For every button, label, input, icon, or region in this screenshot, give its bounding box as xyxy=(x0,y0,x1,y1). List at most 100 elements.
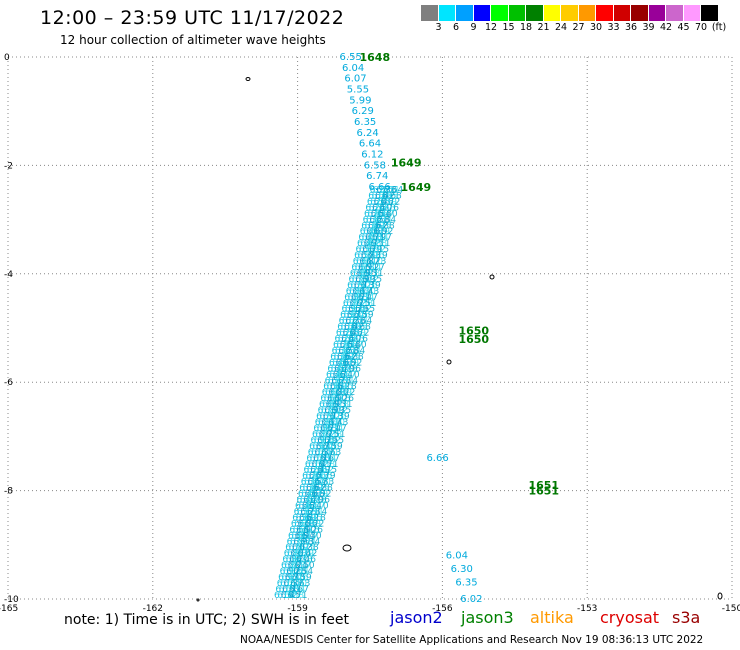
track-swh-mark: 6.76 xyxy=(379,203,399,213)
track-swh-mark: 6.68 xyxy=(288,531,308,541)
track-swh-mark: 6.38 xyxy=(345,317,365,327)
track-swh-mark: 6.46 xyxy=(350,311,370,321)
track-swh-mark: 6.89 xyxy=(289,543,309,553)
x-tick-label: -162 xyxy=(143,604,163,612)
track-swh-mark: 6.57 xyxy=(354,251,374,261)
y-tick-label: -6 xyxy=(4,378,13,388)
y-tick-label: -4 xyxy=(4,270,13,280)
track-swh-mark: 6.10 xyxy=(340,370,360,380)
color-legend-label: 33 xyxy=(607,22,620,33)
track-swh-mark: 6.96 xyxy=(310,496,330,506)
y-tick-label: -8 xyxy=(4,487,13,497)
track-swh-mark: 6.31 xyxy=(363,269,383,279)
track-swh-mark: 6.87 xyxy=(360,257,380,267)
track-swh-mark: 6.97 xyxy=(309,442,329,452)
track-swh-mark: 6.82 xyxy=(330,382,350,392)
pass-time-label: 1650 xyxy=(458,333,489,346)
swh-value-label: 6.02 xyxy=(460,594,482,605)
track-swh-mark: 6.13 xyxy=(300,525,320,535)
track-swh-mark: 6.91 xyxy=(304,507,324,517)
track-swh-mark: 6.29 xyxy=(348,305,368,315)
track-swh-mark: 6.12 xyxy=(339,317,359,327)
track-swh-mark: 6.42 xyxy=(297,549,317,559)
track-swh-mark: 6.94 xyxy=(318,418,338,428)
track-swh-mark: 6.92 xyxy=(366,245,386,255)
color-legend-label: 45 xyxy=(677,22,690,33)
track-swh-mark: 6.77 xyxy=(293,525,313,535)
track-swh-mark: 6.48 xyxy=(295,501,315,511)
track-swh-mark: 6.22 xyxy=(359,275,379,285)
track-swh-mark: 6.28 xyxy=(364,209,384,219)
island-marks xyxy=(196,77,723,602)
track-swh-mark: 6.36 xyxy=(361,221,381,231)
chart-subtitle: 12 hour collection of altimeter wave hei… xyxy=(60,33,326,47)
track-swh-mark: 6.78 xyxy=(355,263,375,273)
track-swh-mark: 6.50 xyxy=(295,561,315,571)
color-legend-label: 15 xyxy=(502,22,515,33)
track-swh-mark: 6.51 xyxy=(380,186,400,196)
track-swh-mark: 6.24 xyxy=(334,335,354,345)
track-swh-mark: 6.29 xyxy=(317,436,337,446)
track-swh-mark: 6.15 xyxy=(369,245,389,255)
track-swh-mark: 6.46 xyxy=(288,573,308,583)
track-swh-mark: 6.73 xyxy=(318,406,338,416)
swh-value-label: 6.74 xyxy=(366,171,388,182)
satellite-track-band: 6.126.166.206.246.286.326.366.406.456.49… xyxy=(274,186,404,601)
satellite-label-cryosat: cryosat xyxy=(600,608,660,627)
color-legend-label: 21 xyxy=(537,22,550,33)
track-swh-mark: 6.61 xyxy=(353,257,373,267)
track-swh-mark: 6.59 xyxy=(292,573,312,583)
color-legend-label: 3 xyxy=(435,22,442,33)
track-swh-mark: 6.66 xyxy=(336,358,356,368)
track-swh-mark: 6.49 xyxy=(334,352,354,362)
track-swh-mark: 6.64 xyxy=(320,394,340,404)
track-swh-mark: 6.15 xyxy=(306,454,326,464)
track-swh-mark: 6.12 xyxy=(292,543,312,553)
track-swh-mark: 6.99 xyxy=(301,519,321,529)
track-swh-mark: 6.71 xyxy=(373,215,393,225)
track-swh-mark: 6.55 xyxy=(324,436,344,446)
track-swh-mark: 6.71 xyxy=(318,460,338,470)
y-tick-label: -10 xyxy=(4,595,19,605)
track-swh-mark: 6.33 xyxy=(370,197,390,207)
track-swh-mark: 6.92 xyxy=(311,490,331,500)
track-swh-mark: 6.53 xyxy=(301,490,321,500)
track-swh-mark: 6.92 xyxy=(342,358,362,368)
track-swh-mark: 6.41 xyxy=(336,341,356,351)
track-swh-mark: 6.64 xyxy=(352,317,372,327)
track-swh-mark: 6.71 xyxy=(287,591,307,601)
track-swh-mark: 6.79 xyxy=(308,490,328,500)
track-swh-mark: 6.62 xyxy=(360,239,380,249)
track-swh-mark: 6.21 xyxy=(351,293,371,303)
track-swh-mark: 6.74 xyxy=(302,501,322,511)
track-swh-mark: 6.84 xyxy=(282,555,302,565)
y-tick-label: 0 xyxy=(4,53,10,63)
track-swh-mark: 6.33 xyxy=(339,329,359,339)
color-legend-label: (ft) xyxy=(711,22,727,33)
track-swh-mark: 6.92 xyxy=(280,567,300,577)
track-swh-mark: 6.97 xyxy=(286,555,306,565)
track-swh-mark: 6.53 xyxy=(332,358,352,368)
track-swh-mark: 6.89 xyxy=(312,430,332,440)
track-swh-mark: 6.30 xyxy=(325,418,345,428)
color-legend-label: 30 xyxy=(589,22,603,33)
track-swh-mark: 6.54 xyxy=(340,341,360,351)
track-swh-mark: 6.70 xyxy=(334,364,354,374)
track-swh-mark: 6.65 xyxy=(297,507,317,517)
track-swh-mark: 6.28 xyxy=(279,585,299,595)
track-swh-mark: 6.63 xyxy=(321,448,341,458)
track-swh-mark: 6.88 xyxy=(344,352,364,362)
color-swatch xyxy=(596,5,614,21)
track-swh-mark: 6.62 xyxy=(337,352,357,362)
track-swh-mark: 6.40 xyxy=(329,358,349,368)
track-swh-mark: 6.69 xyxy=(319,400,339,410)
track-swh-mark: 6.55 xyxy=(378,191,398,201)
track-swh-mark: 6.13 xyxy=(354,281,374,291)
track-swh-mark: 6.68 xyxy=(382,191,402,201)
track-swh-mark: 6.38 xyxy=(299,543,319,553)
track-swh-mark: 6.57 xyxy=(307,478,327,488)
footer-credit: NOAA/NESDIS Center for Satellite Applica… xyxy=(240,634,704,646)
track-swh-mark: 6.86 xyxy=(329,388,349,398)
track-swh-mark: 6.69 xyxy=(327,382,347,392)
color-swatch xyxy=(561,5,579,21)
